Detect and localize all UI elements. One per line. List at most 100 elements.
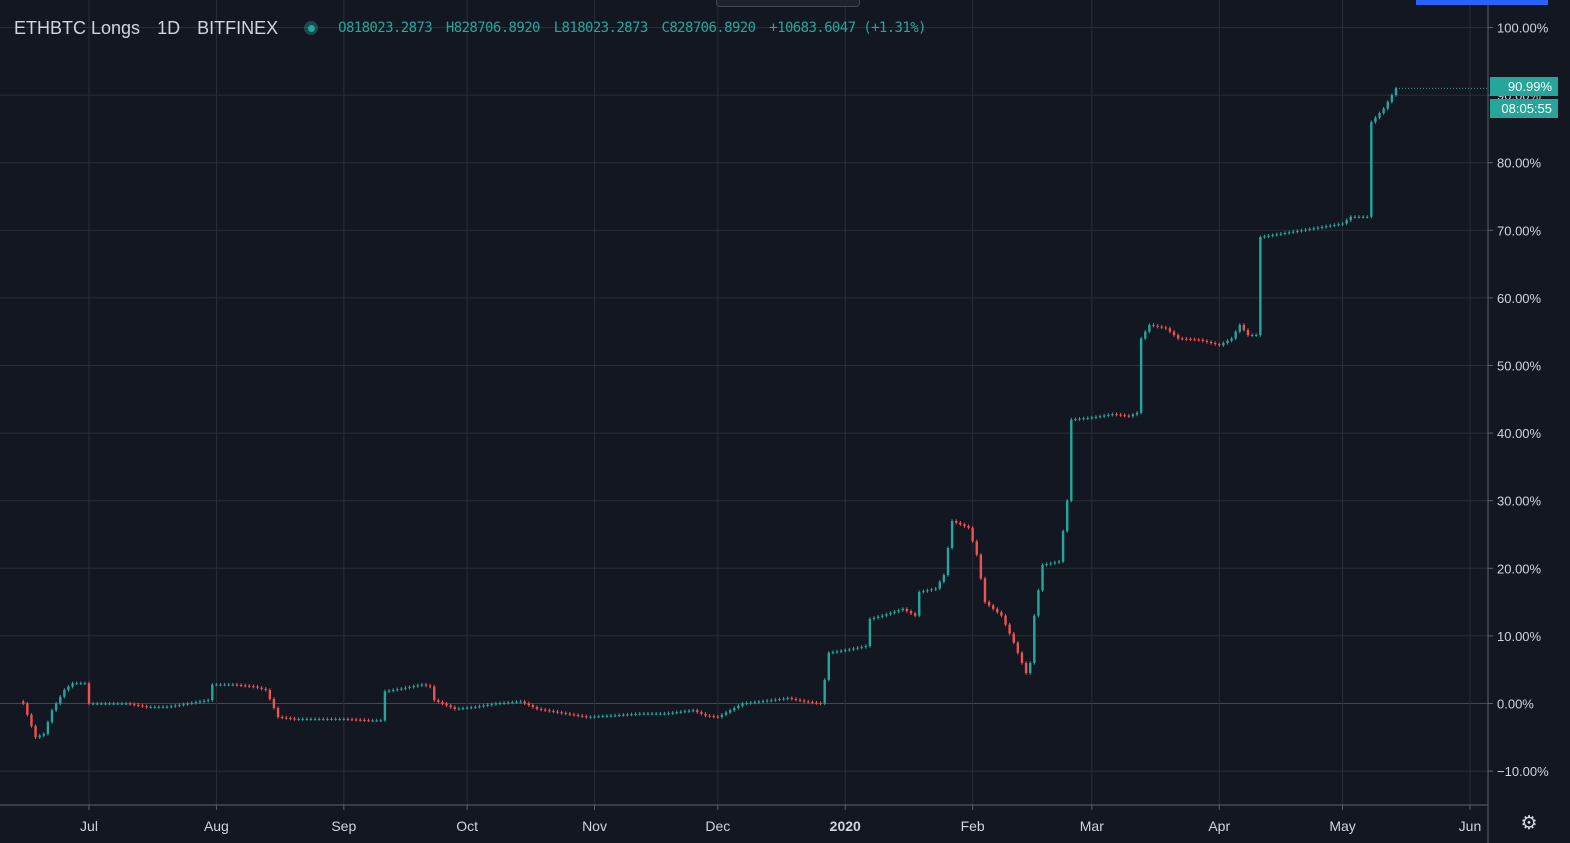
- candle: [334, 717, 337, 721]
- candle-body: [1024, 662, 1028, 674]
- candle-body: [642, 713, 646, 715]
- candle-body: [1144, 331, 1147, 339]
- candle: [67, 684, 70, 692]
- candle: [987, 600, 991, 608]
- candle-body: [531, 705, 535, 708]
- candle: [231, 682, 235, 687]
- candle-body: [490, 704, 493, 706]
- candle-body: [309, 719, 313, 721]
- candle-body: [1131, 414, 1135, 417]
- top-panel-tab[interactable]: [716, 0, 860, 7]
- candle-body: [527, 703, 530, 706]
- candle-body: [276, 708, 280, 718]
- candle-body: [1341, 223, 1344, 225]
- candle: [1370, 120, 1373, 219]
- candle: [198, 699, 202, 704]
- candle: [1222, 341, 1225, 347]
- candle: [753, 700, 757, 705]
- candle-body: [1390, 95, 1394, 102]
- candle-body: [733, 708, 736, 711]
- candle-body: [926, 590, 929, 592]
- candle-body: [1329, 225, 1332, 227]
- candle: [309, 717, 313, 721]
- candle: [1271, 233, 1274, 238]
- candle: [1074, 417, 1077, 422]
- candle-body: [511, 702, 514, 704]
- candle-body: [1148, 324, 1151, 332]
- candle: [1329, 223, 1332, 228]
- candle: [375, 718, 378, 723]
- candle-body: [174, 705, 177, 707]
- candle: [408, 685, 411, 690]
- candle: [1123, 413, 1126, 418]
- candle: [1357, 215, 1361, 219]
- candle: [1197, 337, 1200, 342]
- candle-body: [215, 684, 218, 686]
- candle: [675, 710, 678, 715]
- candle: [885, 612, 888, 618]
- candle-body: [1218, 344, 1221, 346]
- candle-body: [835, 651, 839, 653]
- candle-body: [901, 608, 904, 611]
- candle: [416, 683, 419, 688]
- candle-body: [453, 707, 456, 709]
- candle-body: [967, 526, 970, 528]
- candle-body: [1185, 338, 1188, 340]
- candle-body: [913, 613, 917, 616]
- candle-body: [1086, 417, 1089, 419]
- candle: [634, 712, 637, 716]
- candle-body: [741, 703, 744, 706]
- y-tick-label: 10.00%: [1497, 629, 1542, 644]
- candle-body: [1246, 330, 1250, 336]
- ohlc-high: H828706.8920: [445, 20, 541, 36]
- candle: [716, 714, 720, 719]
- candle-body: [313, 719, 317, 721]
- candle: [983, 576, 987, 604]
- candle: [585, 714, 588, 719]
- candle-body: [256, 686, 259, 688]
- gear-icon[interactable]: ⚙: [1520, 813, 1538, 834]
- candle-body: [231, 684, 235, 686]
- candle-body: [38, 735, 41, 738]
- candle: [745, 701, 748, 706]
- candle-body: [609, 715, 613, 717]
- candle: [848, 647, 851, 652]
- candle-body: [712, 716, 715, 718]
- candle-body: [589, 716, 592, 718]
- candle: [770, 698, 773, 703]
- candle-body: [408, 687, 411, 689]
- candle: [1004, 613, 1007, 627]
- candle: [1218, 342, 1221, 347]
- top-toolbar-button[interactable]: [1416, 0, 1548, 5]
- candle-body: [979, 554, 983, 579]
- candle: [219, 682, 222, 687]
- candle: [1098, 414, 1102, 419]
- x-tick-label: Sep: [331, 818, 356, 834]
- candle: [872, 616, 876, 621]
- candle: [498, 701, 502, 706]
- candle-body: [391, 689, 395, 691]
- candle: [659, 711, 662, 716]
- x-tick-label: Mar: [1080, 818, 1104, 834]
- candle: [1353, 215, 1357, 219]
- candle-body: [872, 617, 876, 619]
- candle-body: [622, 714, 625, 716]
- candle-body: [482, 705, 485, 707]
- candle-body: [359, 719, 362, 721]
- candle-body: [650, 713, 654, 715]
- candle: [955, 519, 958, 525]
- candle: [1102, 413, 1106, 418]
- x-tick-label: Oct: [456, 818, 478, 834]
- symbol-title[interactable]: ETHBTC Longs 1D BITFINEX: [14, 18, 290, 39]
- candle-body: [387, 690, 391, 692]
- candle-body: [1349, 216, 1352, 221]
- candle: [1386, 100, 1389, 111]
- candle: [1374, 115, 1377, 124]
- candle: [1041, 563, 1044, 592]
- candle-body: [950, 520, 954, 549]
- candle: [1000, 610, 1003, 618]
- candle-body: [330, 719, 333, 721]
- candle: [823, 678, 826, 706]
